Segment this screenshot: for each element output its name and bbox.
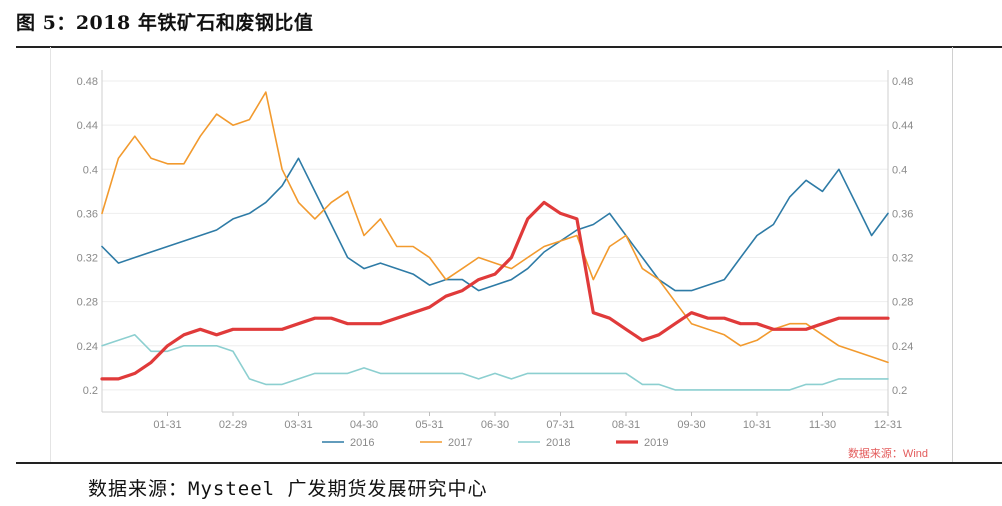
y-tick-label-left: 0.44 <box>77 120 98 132</box>
y-tick-label-left: 0.4 <box>83 164 98 176</box>
y-tick-label-left: 0.36 <box>77 208 98 220</box>
chart-legend: 2016 2017 2018 2019 <box>322 437 668 449</box>
data-source-watermark: 数据来源：Wind <box>848 446 928 460</box>
x-tick-label: 10-31 <box>743 419 771 431</box>
y-tick-label-right: 0.36 <box>892 208 913 220</box>
chart-frame-right <box>952 47 953 462</box>
series-line-2016 <box>101 157 889 292</box>
chart-grid <box>102 80 888 391</box>
y-tick-label-right: 0.28 <box>892 297 913 309</box>
y-tick-label-right: 0.2 <box>892 385 907 397</box>
x-tick-label: 02-29 <box>219 419 247 431</box>
x-tick-label: 09-30 <box>677 419 705 431</box>
x-tick-label: 12-31 <box>874 419 902 431</box>
x-tick-label: 05-31 <box>415 419 443 431</box>
y-tick-label-left: 0.48 <box>77 76 98 88</box>
series-line-2017 <box>101 91 889 364</box>
series-line-2018 <box>101 333 889 391</box>
y-tick-label-left: 0.24 <box>77 341 98 353</box>
x-tick-label: 08-31 <box>612 419 640 431</box>
legend-label-2019: 2019 <box>644 437 668 449</box>
y-tick-label-right: 0.44 <box>892 120 913 132</box>
chart-frame-left <box>50 47 51 462</box>
ratio-line-chart: 0.2 0.2 0.24 0.24 0.28 0.28 0.32 0.32 0.36 0.36 0.… <box>77 70 928 460</box>
top-rule <box>16 46 1002 48</box>
x-tick-label: 01-31 <box>153 419 181 431</box>
x-tick-label: 04-30 <box>350 419 378 431</box>
x-tick-label: 11-30 <box>809 419 836 431</box>
x-tick-label: 07-31 <box>546 419 574 431</box>
y-tick-label-left: 0.28 <box>77 297 98 309</box>
series-line-2019 <box>100 200 890 381</box>
chart-axes: 0.2 0.2 0.24 0.24 0.28 0.28 0.32 0.32 0.36 0.36 0.… <box>77 70 913 431</box>
y-tick-label-left: 0.2 <box>83 385 98 397</box>
figure-title: 图 5：2018 年铁矿石和废钢比值 <box>16 12 314 34</box>
legend-label-2017: 2017 <box>448 437 472 449</box>
source-note: 数据来源：Mysteel 广发期货发展研究中心 <box>88 478 488 500</box>
y-tick-label-right: 0.32 <box>892 253 913 265</box>
y-tick-label-right: 0.24 <box>892 341 913 353</box>
legend-label-2018: 2018 <box>546 437 570 449</box>
chart-series-lines <box>100 91 890 391</box>
y-tick-label-right: 0.48 <box>892 76 913 88</box>
bottom-rule <box>16 462 1002 464</box>
x-tick-label: 03-31 <box>284 419 312 431</box>
y-tick-label-right: 0.4 <box>892 164 907 176</box>
x-tick-label: 06-30 <box>481 419 509 431</box>
y-tick-label-left: 0.32 <box>77 253 98 265</box>
legend-label-2016: 2016 <box>350 437 374 449</box>
